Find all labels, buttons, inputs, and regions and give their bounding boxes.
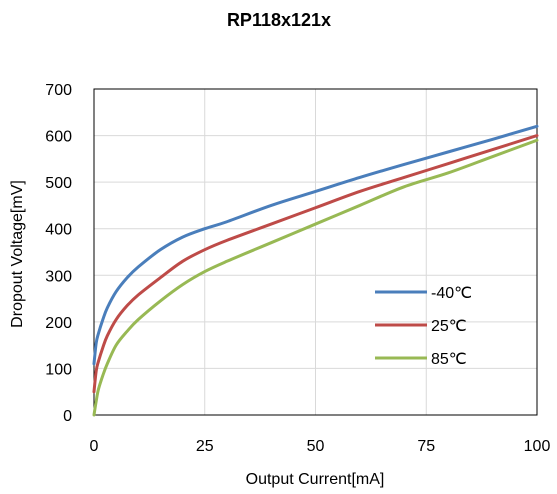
x-tick-label: 100 bbox=[524, 438, 551, 455]
y-tick-label: 100 bbox=[45, 361, 72, 378]
y-tick-label: 700 bbox=[45, 82, 72, 99]
x-tick-label: 50 bbox=[307, 438, 325, 455]
series-line-3 bbox=[92, 138, 539, 417]
x-tick-label: 75 bbox=[417, 438, 435, 455]
gridlines bbox=[94, 89, 537, 415]
chart-title: RP118x121x bbox=[227, 10, 331, 30]
x-tick-label: 25 bbox=[196, 438, 214, 455]
x-tick-label: 0 bbox=[90, 438, 99, 455]
y-tick-label: 600 bbox=[45, 129, 72, 146]
legend: -40℃ 25℃ 85℃ bbox=[375, 285, 472, 368]
x-tick-labels: 0 25 50 75 100 bbox=[90, 438, 551, 455]
y-tick-labels: 0 100 200 300 400 500 600 700 bbox=[45, 82, 72, 425]
y-tick-label: 500 bbox=[45, 175, 72, 192]
legend-label: 25℃ bbox=[431, 318, 467, 335]
plot-area bbox=[93, 88, 538, 416]
y-tick-label: 400 bbox=[45, 222, 72, 239]
y-axis-title: Dropout Voltage[mV] bbox=[9, 180, 26, 328]
legend-label: -40℃ bbox=[431, 285, 472, 302]
x-axis-title: Output Current[mA] bbox=[246, 471, 385, 488]
series-line-2 bbox=[92, 134, 539, 394]
legend-label: 85℃ bbox=[431, 351, 467, 368]
y-tick-label: 300 bbox=[45, 268, 72, 285]
y-tick-label: 200 bbox=[45, 315, 72, 332]
y-tick-label: 0 bbox=[63, 408, 72, 425]
series-line-1 bbox=[92, 124, 539, 366]
series-lines bbox=[92, 124, 539, 417]
